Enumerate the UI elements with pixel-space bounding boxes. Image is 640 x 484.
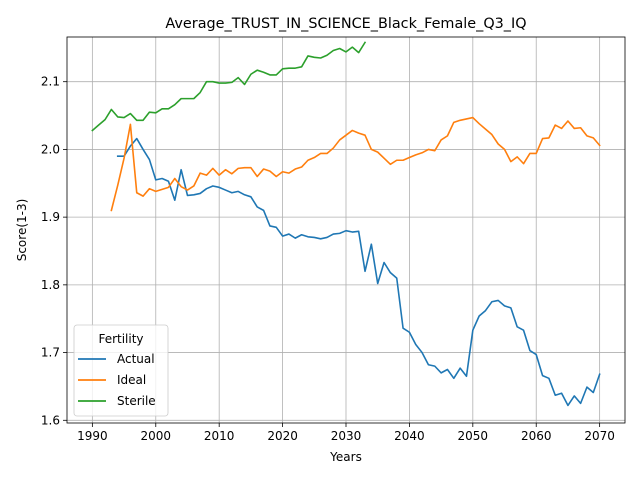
x-tick-label: 2060 — [521, 429, 552, 443]
y-tick-label: 1.8 — [41, 278, 60, 292]
legend-label-ideal: Ideal — [117, 373, 146, 387]
y-axis-label: Score(1-3) — [15, 199, 29, 262]
x-tick-label: 2040 — [394, 429, 425, 443]
x-tick-label: 2010 — [204, 429, 235, 443]
y-tick-label: 1.7 — [41, 346, 60, 360]
legend-items: Actual Ideal Sterile — [78, 352, 156, 408]
x-axis: 1990 2000 2010 2020 2030 2040 2050 2060 2070 — [77, 423, 615, 443]
y-tick-label: 1.6 — [41, 413, 60, 427]
x-tick-label: 2050 — [458, 429, 489, 443]
legend: Fertility Actual Ideal Sterile — [73, 324, 169, 417]
legend-title: Fertility — [98, 332, 143, 346]
y-tick-label: 2.1 — [41, 75, 60, 89]
chart-title: Average_TRUST_IN_SCIENCE_Black_Female_Q3… — [165, 16, 526, 32]
series-line-ideal — [110, 116, 601, 212]
x-tick-label: 1990 — [77, 429, 108, 443]
legend-label-actual: Actual — [117, 352, 155, 366]
x-tick-label: 2000 — [140, 429, 171, 443]
series-line-actual — [116, 137, 601, 407]
x-tick-label: 2020 — [267, 429, 298, 443]
x-tick-label: 2070 — [584, 429, 615, 443]
y-tick-label: 2.0 — [41, 142, 60, 156]
y-tick-label: 1.9 — [41, 210, 60, 224]
x-axis-label: Years — [329, 450, 362, 464]
legend-label-sterile: Sterile — [117, 394, 156, 408]
y-axis: 1.6 1.7 1.8 1.9 2.0 2.1 — [41, 75, 67, 427]
x-tick-label: 2030 — [331, 429, 362, 443]
legend-box — [73, 324, 169, 417]
series-line-sterile — [91, 41, 367, 132]
series-layer — [91, 41, 601, 407]
